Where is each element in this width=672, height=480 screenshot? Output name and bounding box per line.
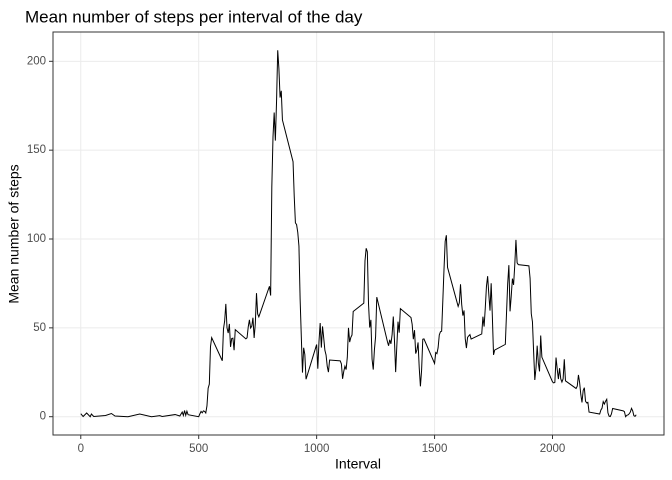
y-tick-label: 0 (40, 411, 46, 423)
x-tick-label: 500 (189, 443, 208, 455)
y-tick-label: 100 (27, 233, 46, 245)
x-tick-label: 1000 (304, 443, 330, 455)
panel-border (52, 31, 665, 436)
x-tick-label: 1500 (422, 443, 448, 455)
y-axis-title: Mean number of steps (6, 164, 22, 303)
y-tick-label: 200 (27, 55, 46, 67)
y-tick-label: 50 (33, 322, 46, 334)
x-axis-title: Interval (335, 456, 381, 472)
x-tick-label: 2000 (540, 443, 566, 455)
chart-title: Mean number of steps per interval of the… (25, 7, 363, 26)
line (80, 50, 637, 418)
x-tick-label: 0 (78, 443, 84, 455)
y-tick-label: 150 (27, 144, 46, 156)
